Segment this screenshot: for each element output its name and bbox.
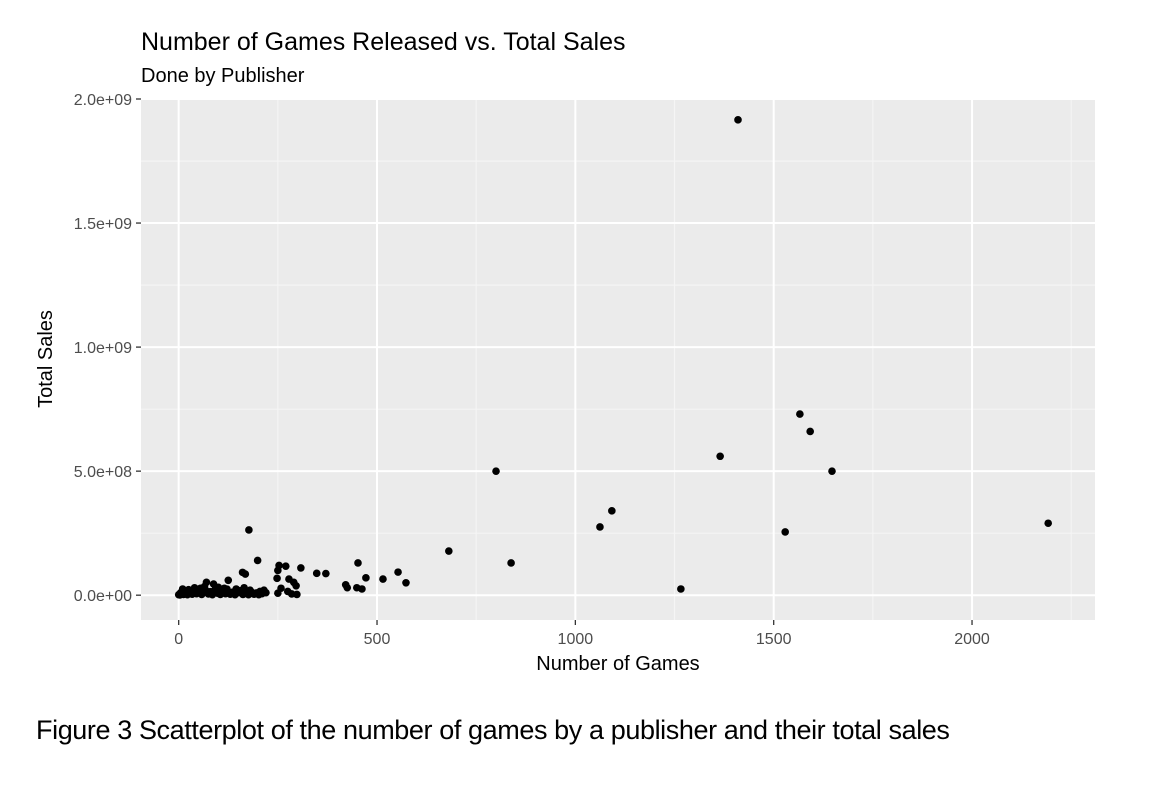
- data-point: [273, 574, 281, 583]
- data-point: [220, 584, 229, 593]
- data-point: [322, 569, 330, 578]
- y-axis-title: Total Sales: [35, 310, 57, 408]
- y-tick-label: 2.0e+09: [74, 92, 132, 109]
- x-axis-title: Number of Games: [536, 653, 699, 675]
- data-point: [734, 116, 742, 124]
- data-point: [1044, 519, 1052, 528]
- data-point: [245, 526, 253, 534]
- x-tick-label: 2000: [954, 631, 990, 648]
- plot-panel: [141, 99, 1095, 620]
- data-points: [174, 116, 1052, 599]
- data-point: [781, 528, 789, 536]
- data-point: [492, 467, 500, 475]
- data-point: [293, 590, 301, 599]
- data-point: [716, 452, 724, 461]
- data-point: [354, 559, 362, 567]
- data-point: [608, 507, 616, 515]
- data-point: [200, 582, 209, 591]
- y-axis: 0.0e+00 5.0e+08 1.0e+09 1.5e+09 2.0e+09: [74, 92, 141, 605]
- data-point: [224, 576, 233, 585]
- data-point: [402, 578, 410, 587]
- data-point: [394, 568, 402, 576]
- data-point: [343, 583, 352, 592]
- data-point: [312, 569, 321, 578]
- chart-title: Number of Games Released vs. Total Sales: [141, 28, 626, 56]
- data-point: [507, 559, 515, 567]
- data-point: [677, 585, 685, 593]
- data-point: [241, 570, 250, 578]
- data-point: [262, 588, 270, 597]
- scatter-chart: Number of Games Released vs. Total Sales…: [35, 28, 1095, 675]
- y-tick-label: 0.0e+00: [74, 588, 132, 605]
- x-axis: 0 500 1000 1500 2000: [174, 620, 990, 648]
- data-point: [274, 589, 282, 598]
- y-tick-label: 1.0e+09: [74, 340, 132, 357]
- x-tick-label: 500: [364, 631, 391, 648]
- chart-subtitle: Done by Publisher: [141, 65, 305, 87]
- data-point: [806, 427, 814, 436]
- data-point: [358, 585, 366, 593]
- data-point: [274, 566, 282, 575]
- data-point: [184, 585, 193, 594]
- minor-gridlines: [141, 99, 1095, 620]
- data-point: [828, 467, 836, 475]
- y-tick-label: 1.5e+09: [74, 216, 132, 233]
- data-point: [292, 581, 300, 590]
- major-gridlines: [141, 98, 1095, 620]
- x-tick-label: 1500: [756, 631, 792, 648]
- data-point: [796, 410, 804, 418]
- x-tick-label: 1000: [558, 631, 594, 648]
- data-point: [379, 575, 387, 583]
- y-tick-label: 5.0e+08: [74, 464, 132, 481]
- data-point: [253, 556, 262, 565]
- data-point: [596, 523, 604, 531]
- data-point: [281, 562, 290, 570]
- x-tick-label: 0: [174, 631, 183, 648]
- data-point: [362, 574, 370, 582]
- data-point: [445, 547, 453, 555]
- data-point: [297, 564, 305, 572]
- data-point: [240, 583, 248, 592]
- figure-caption: Figure 3 Scatterplot of the number of ga…: [36, 715, 950, 745]
